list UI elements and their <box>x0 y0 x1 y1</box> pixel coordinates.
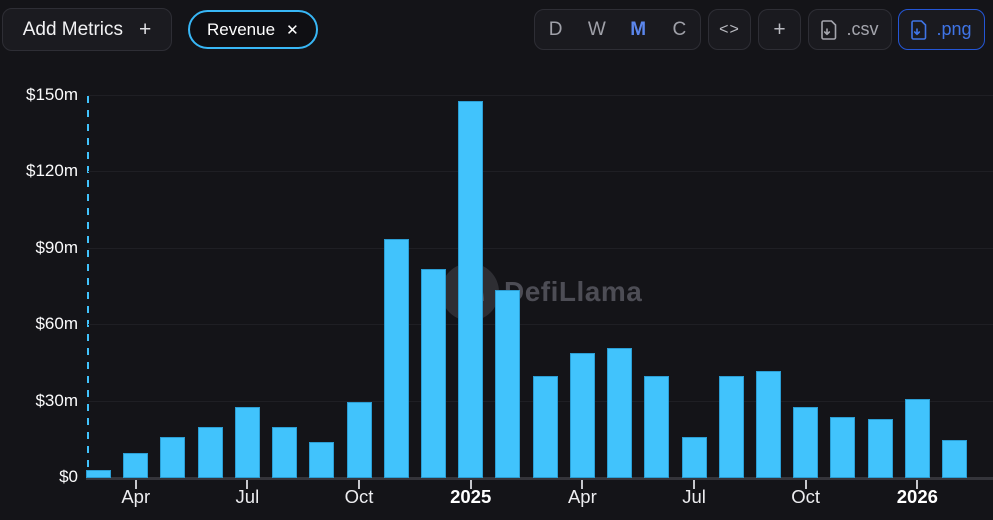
x-axis-tick <box>134 480 137 489</box>
x-axis-tick <box>916 480 919 489</box>
interval-monthly[interactable]: M <box>630 18 647 40</box>
bar[interactable] <box>681 437 707 478</box>
watermark-text: DefiLlama <box>504 276 643 307</box>
x-axis-label: Oct <box>344 486 374 507</box>
x-axis-label: Apr <box>121 486 151 507</box>
bar[interactable] <box>607 348 633 478</box>
bar[interactable] <box>234 406 260 478</box>
x-axis-label: 2025 <box>450 486 492 507</box>
bar[interactable] <box>420 269 446 478</box>
bar[interactable] <box>830 416 856 478</box>
bar[interactable] <box>532 376 558 478</box>
bar[interactable] <box>904 399 930 478</box>
download-file-icon <box>821 19 837 40</box>
png-label: .png <box>936 19 972 39</box>
bar[interactable] <box>644 376 670 478</box>
y-axis-label: $90m <box>35 237 78 257</box>
gridline <box>88 247 993 249</box>
x-axis-tick <box>246 480 249 489</box>
interval-daily[interactable]: D <box>548 18 563 40</box>
download-file-icon <box>911 19 927 40</box>
bar[interactable] <box>383 238 409 478</box>
bar[interactable] <box>569 353 595 478</box>
y-axis-dashed-line <box>87 96 89 478</box>
bar[interactable] <box>272 427 298 478</box>
x-axis-tick <box>693 480 696 489</box>
y-axis-label: $0 <box>59 467 78 486</box>
download-png-button[interactable]: .png <box>898 9 985 50</box>
x-axis-label: Jul <box>682 486 706 507</box>
bar[interactable] <box>867 419 893 478</box>
bar[interactable] <box>793 406 819 478</box>
metric-chip-revenue[interactable]: Revenue ✕ <box>188 10 318 49</box>
x-axis-line <box>86 477 993 480</box>
embed-button[interactable]: <> <box>708 9 751 50</box>
bar[interactable] <box>755 371 781 478</box>
gridline <box>88 95 993 96</box>
x-axis-label: Apr <box>567 486 597 507</box>
y-axis-label: $30m <box>35 390 78 410</box>
download-csv-button[interactable]: .csv <box>808 9 892 50</box>
bar[interactable] <box>197 427 223 478</box>
x-axis-tick <box>581 480 584 489</box>
interval-weekly[interactable]: W <box>587 18 606 40</box>
add-metrics-label: Add Metrics <box>22 18 124 40</box>
interval-selector: D W M C <box>534 9 701 50</box>
interval-cumulative[interactable]: C <box>672 18 687 40</box>
x-axis-tick <box>469 480 472 489</box>
bar[interactable] <box>309 442 335 478</box>
metric-chip-label: Revenue <box>207 19 276 39</box>
x-axis-label: Jul <box>235 486 260 507</box>
y-axis-label: $120m <box>26 161 78 181</box>
add-chart-button[interactable]: + <box>758 9 801 50</box>
x-axis-tick <box>804 480 807 489</box>
close-icon[interactable]: ✕ <box>286 21 299 39</box>
gridline <box>88 324 993 326</box>
y-axis-label: $60m <box>35 314 78 334</box>
bar[interactable] <box>160 437 186 478</box>
plus-icon: + <box>139 17 152 41</box>
bar[interactable] <box>346 401 372 478</box>
x-axis-tick <box>358 480 361 489</box>
x-axis-label: Oct <box>791 486 821 507</box>
bar[interactable] <box>718 376 744 478</box>
csv-label: .csv <box>846 19 879 39</box>
y-axis-label: $150m <box>26 85 78 104</box>
bar[interactable] <box>495 289 521 478</box>
plus-icon: + <box>773 17 786 41</box>
x-axis-label: 2026 <box>896 486 938 507</box>
add-metrics-button[interactable]: Add Metrics + <box>2 8 172 51</box>
bar[interactable] <box>123 452 149 478</box>
bar[interactable] <box>86 470 111 478</box>
code-icon: <> <box>719 20 740 38</box>
bar[interactable] <box>942 439 968 478</box>
gridline <box>88 171 993 173</box>
bar[interactable] <box>458 101 484 478</box>
